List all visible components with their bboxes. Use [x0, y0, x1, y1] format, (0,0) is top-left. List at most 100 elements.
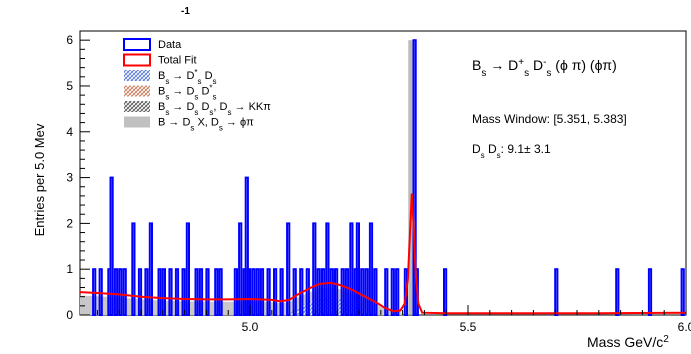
data-bin — [174, 268, 180, 317]
legend-swatch — [124, 70, 150, 81]
data-bin — [113, 268, 119, 317]
data-bin — [118, 268, 123, 317]
data-bin — [329, 268, 334, 317]
x-axis-title: Mass GeV/c2 — [587, 334, 669, 351]
data-bin — [355, 222, 360, 316]
legend-entry-fit: Total Fit — [123, 53, 197, 67]
fit-curve — [79, 193, 687, 315]
data-bin — [273, 268, 278, 317]
data-bin — [161, 268, 167, 317]
data-bin — [312, 222, 317, 316]
x-axis-label-sup: 2 — [663, 334, 669, 345]
data-bin — [98, 268, 103, 317]
y-tick-label: 2 — [66, 216, 73, 230]
data-bin — [390, 268, 395, 317]
total-fit — [79, 193, 687, 315]
legend-swatch — [123, 38, 151, 51]
data-bin — [368, 222, 374, 316]
data-bin — [554, 268, 559, 317]
data-bin — [443, 268, 448, 317]
legend-label: Bs → Ds Ds, Ds → KKπ — [158, 101, 271, 117]
data-bin — [205, 268, 210, 317]
data-bin — [292, 268, 297, 317]
svg-text:Mass GeV/c2: Mass GeV/c2 — [587, 334, 669, 351]
legend-swatch — [124, 85, 150, 97]
data-bin — [325, 222, 330, 316]
legend-entry-bdx: B → Ds X, Ds → ϕπ — [124, 116, 254, 133]
data-bin — [109, 176, 114, 316]
data-bin — [157, 268, 162, 317]
data-bin — [255, 268, 260, 317]
data-bin — [305, 268, 310, 317]
legend-entry-kkpi: Bs → Ds Ds, Ds → KKπ — [124, 101, 271, 117]
legend-swatch — [124, 116, 150, 128]
data-bin — [266, 268, 271, 317]
x-axis-label: Mass GeV/c — [587, 334, 663, 350]
header-fragment: -1 — [181, 6, 190, 17]
mass-window-text: Mass Window: [5.351, 5.383] — [472, 112, 627, 126]
legend-label: Total Fit — [158, 55, 197, 67]
decay-title: Bs → D+s D-s (ϕ π) (ϕπ) — [472, 57, 617, 79]
data-bin — [384, 268, 389, 317]
data-bin — [244, 176, 249, 316]
y-axis-label: Entries per 5.0 Mev — [32, 123, 47, 236]
data-bin — [647, 268, 653, 317]
data-bin — [218, 268, 223, 317]
data-bin — [364, 268, 369, 317]
data-bin — [185, 222, 191, 316]
data-bin — [344, 268, 350, 317]
data-bin — [144, 268, 149, 317]
x-tick-label: 5.5 — [460, 320, 477, 334]
data-bin — [198, 268, 204, 317]
annotations: Bs → D+s D-s (ϕ π) (ϕπ) Mass Window: [5.… — [472, 57, 627, 160]
data-bin — [168, 268, 173, 317]
x-tick-label: 6.0 — [678, 320, 691, 334]
data-bin — [233, 268, 239, 317]
data-bin — [412, 39, 417, 316]
data-bin — [122, 268, 127, 317]
data-bin — [259, 268, 265, 317]
legend-swatch — [123, 53, 151, 67]
y-tick-label: 1 — [66, 262, 73, 276]
y-tick-label: 5 — [66, 79, 73, 93]
legend-label: Bs → D*s Ds — [158, 68, 217, 86]
axes: 0 1 2 3 4 5 6 5.0 5.5 6.0 — [66, 33, 691, 334]
data-bin — [214, 268, 219, 317]
data-bin — [316, 268, 321, 317]
data-bin — [131, 222, 136, 316]
legend-swatch — [124, 101, 150, 112]
y-tick-label: 6 — [66, 33, 73, 47]
legend-entry-data: Data — [123, 38, 182, 51]
signal-peak-bar — [408, 40, 413, 316]
y-tick-label: 3 — [66, 171, 73, 185]
data-bin — [148, 222, 154, 316]
data-bin — [181, 268, 186, 317]
legend-entry-dsds: Bs → D*s Ds — [124, 68, 217, 86]
data-bin — [137, 268, 143, 317]
data-bin — [286, 222, 291, 316]
data-bin — [279, 268, 284, 317]
y-tick-label: 0 — [66, 308, 73, 322]
plot-area: 0 1 2 3 4 5 6 5.0 5.5 6.0 — [66, 30, 691, 334]
data-bin — [321, 268, 326, 317]
x-tick-label: 5.0 — [242, 320, 259, 334]
data-bin — [251, 268, 256, 317]
y-tick-label: 4 — [66, 125, 73, 139]
yield-text: Ds Ds: 9.1± 3.1 — [472, 142, 551, 160]
data-bin — [395, 268, 400, 317]
data-bin — [680, 268, 685, 317]
data-bin — [238, 222, 243, 316]
data-bin — [373, 268, 378, 317]
data-bin — [360, 268, 365, 317]
data-bin — [246, 268, 252, 317]
data-histogram — [92, 39, 685, 317]
legend-label: B → Ds X, Ds → ϕπ — [158, 117, 254, 133]
signal-peak — [408, 40, 413, 316]
data-bin — [334, 268, 339, 317]
data-bin — [194, 268, 199, 317]
data-bin — [615, 268, 620, 317]
legend-label: Data — [158, 39, 182, 51]
legend-label: Bs → Ds D*s — [158, 83, 217, 101]
